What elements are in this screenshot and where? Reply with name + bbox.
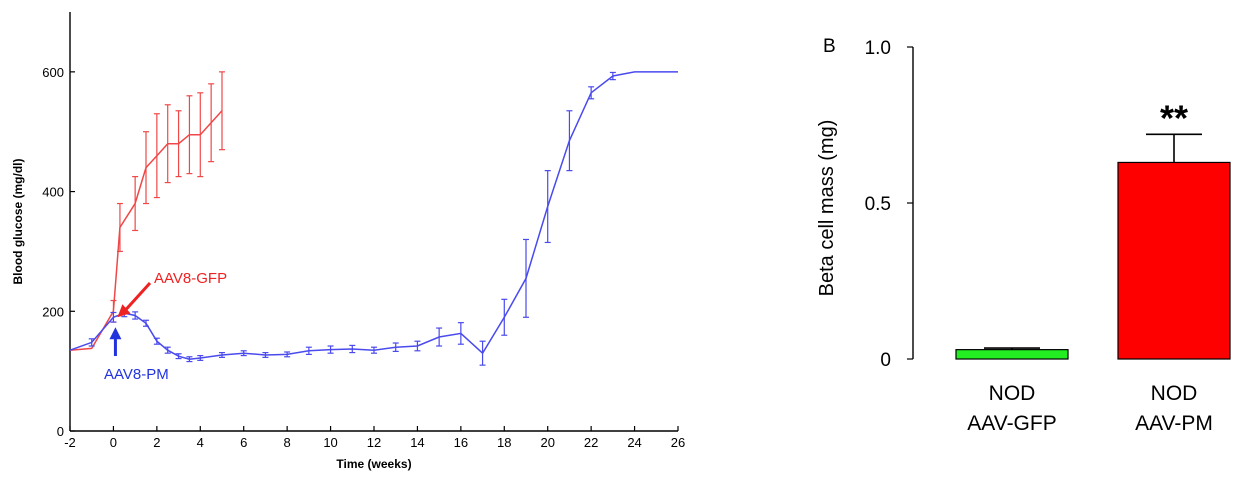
glucose-series-group bbox=[69, 71, 678, 366]
significance-marker: ** bbox=[1160, 97, 1188, 138]
error-bar bbox=[143, 131, 149, 205]
glucose-annotations: AAV8-GFP AAV8-PM bbox=[104, 270, 227, 383]
error-bar bbox=[457, 322, 464, 345]
error-bar bbox=[219, 351, 225, 358]
arrow-head bbox=[117, 304, 131, 318]
error-bar bbox=[164, 104, 171, 184]
error-bar bbox=[175, 110, 182, 178]
beta-cell-bar-chart: B 0 0.5 1.0 Beta cell mass (mg) NOD AAV-GFP… bbox=[816, 36, 1231, 435]
y-tick-label: 0 bbox=[880, 350, 891, 371]
bar-rect bbox=[1117, 161, 1231, 360]
x-tick-label: 26 bbox=[671, 435, 685, 450]
arrow-head bbox=[109, 327, 122, 340]
x-tick-label: 4 bbox=[197, 435, 204, 450]
error-bar bbox=[186, 95, 193, 175]
x-tick-label: 16 bbox=[454, 435, 468, 450]
error-bar bbox=[153, 337, 160, 345]
error-bar bbox=[436, 327, 443, 347]
error-bar bbox=[110, 311, 117, 323]
y-tick-label: 400 bbox=[42, 185, 64, 200]
beta-cell-bars bbox=[955, 133, 1231, 360]
category-label-line1: NOD bbox=[989, 382, 1036, 405]
error-bar bbox=[479, 340, 486, 366]
x-tick-label: -2 bbox=[64, 435, 76, 450]
glucose-series-0 bbox=[69, 71, 225, 351]
x-tick-label: 0 bbox=[110, 435, 117, 450]
y-tick-label: 600 bbox=[42, 65, 64, 80]
series-line bbox=[69, 71, 678, 360]
x-tick-label: 6 bbox=[240, 435, 247, 450]
y-tick-label: 0 bbox=[57, 424, 64, 439]
y-tick-label: 0.5 bbox=[865, 194, 891, 215]
y-tick-label: 200 bbox=[42, 304, 64, 319]
error-bar bbox=[219, 71, 225, 151]
x-tick-label: 22 bbox=[584, 435, 598, 450]
error-bar bbox=[544, 170, 551, 244]
glucose-x-ticks: -2 0 2 4 6 8 10 12 14 16 18 20 22 24 26 bbox=[64, 426, 685, 450]
error-bar bbox=[164, 346, 171, 354]
x-tick-label: 8 bbox=[284, 435, 291, 450]
error-bar bbox=[208, 83, 215, 163]
error-bar bbox=[132, 311, 139, 320]
x-tick-label: 18 bbox=[497, 435, 511, 450]
bar-rect bbox=[955, 349, 1069, 360]
annotation-aav8-gfp: AAV8-GFP bbox=[154, 270, 227, 287]
arrow-gfp-icon bbox=[117, 281, 152, 318]
error-bar bbox=[414, 340, 421, 352]
error-bar bbox=[327, 345, 334, 354]
panel-letter-b: B bbox=[823, 36, 836, 57]
bar-0 bbox=[955, 347, 1069, 360]
x-tick-label: 2 bbox=[153, 435, 160, 450]
error-bar bbox=[175, 353, 182, 360]
error-bar bbox=[371, 346, 377, 354]
error-bar bbox=[588, 86, 595, 100]
error-bar bbox=[132, 176, 139, 232]
x-tick-label: 12 bbox=[367, 435, 381, 450]
category-label-line1: NOD bbox=[1151, 382, 1198, 405]
beta-cell-y-ticks: 0 0.5 1.0 bbox=[865, 38, 913, 371]
error-bar bbox=[262, 351, 269, 358]
error-bar bbox=[392, 342, 399, 352]
error-bar bbox=[186, 356, 193, 363]
beta-cell-category-labels: NOD AAV-GFP NOD AAV-PM bbox=[967, 382, 1213, 435]
error-bar bbox=[88, 338, 95, 347]
error-bar bbox=[501, 298, 508, 336]
error-bar bbox=[566, 110, 573, 172]
glucose-y-ticks: 0 200 400 600 bbox=[42, 65, 75, 439]
beta-cell-y-axis-label: Beta cell mass (mg) bbox=[816, 120, 838, 297]
x-tick-label: 10 bbox=[323, 435, 337, 450]
arrow-pm-icon bbox=[109, 327, 122, 356]
annotation-aav8-pm: AAV8-PM bbox=[104, 366, 169, 383]
error-bar bbox=[349, 344, 356, 354]
error-bar bbox=[305, 346, 312, 355]
y-tick-label: 1.0 bbox=[865, 38, 891, 59]
category-label-line2: AAV-PM bbox=[1135, 412, 1213, 435]
x-tick-label: 24 bbox=[627, 435, 641, 450]
x-tick-label: 20 bbox=[540, 435, 554, 450]
glucose-y-axis-label: Blood glucose (mg/dl) bbox=[11, 159, 25, 285]
arrow-shaft bbox=[122, 281, 152, 314]
glucose-x-axis-label: Time (weeks) bbox=[336, 457, 411, 471]
error-bar bbox=[197, 354, 204, 361]
error-bar bbox=[284, 351, 291, 358]
glucose-series-1 bbox=[69, 71, 678, 366]
bar-1 bbox=[1117, 133, 1231, 360]
error-bar bbox=[153, 113, 160, 199]
error-bar bbox=[143, 319, 149, 327]
error-bar bbox=[609, 71, 616, 81]
error-bar bbox=[197, 92, 204, 178]
error-bar bbox=[116, 202, 123, 253]
error-bar bbox=[240, 350, 247, 357]
error-bar bbox=[523, 238, 529, 318]
category-label-line2: AAV-GFP bbox=[967, 412, 1056, 435]
x-tick-label: 14 bbox=[410, 435, 424, 450]
